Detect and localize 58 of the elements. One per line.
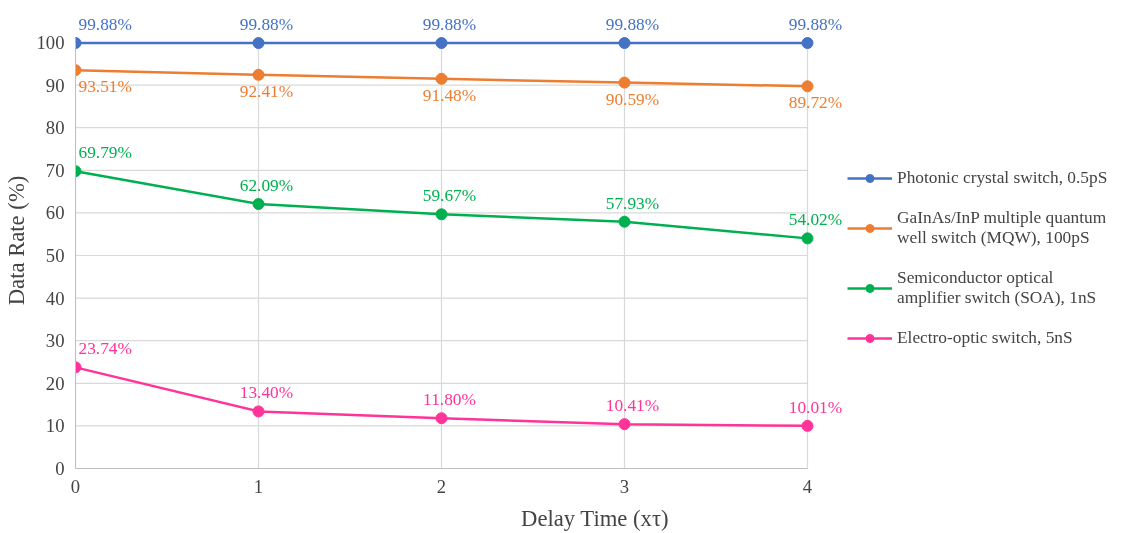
x-tick-label: 0 bbox=[70, 475, 81, 497]
point bbox=[618, 76, 631, 89]
point bbox=[252, 198, 265, 210]
x-tick-label: 2 bbox=[436, 475, 447, 497]
point bbox=[435, 37, 448, 49]
data-label: 62.09% bbox=[239, 176, 294, 195]
legend-label: Electro-optic switch, 5nS bbox=[897, 328, 1073, 348]
legend-label: Photonic crystal switch, 0.5pS bbox=[897, 168, 1108, 188]
data-label: 10.01% bbox=[788, 397, 843, 417]
data-label: 93.51% bbox=[78, 77, 132, 97]
point bbox=[801, 37, 814, 49]
data-label: 23.74% bbox=[78, 339, 132, 359]
data-label: 13.40% bbox=[239, 383, 294, 403]
data-label: 10.41% bbox=[605, 396, 660, 416]
y-tick-label: 10 bbox=[45, 415, 65, 437]
y-tick-label: 20 bbox=[45, 372, 65, 394]
data-label: 57.93% bbox=[605, 193, 660, 213]
y-tick-label: 60 bbox=[45, 202, 65, 224]
data-label: 99.88% bbox=[422, 15, 477, 35]
data-label: 89.72% bbox=[788, 93, 843, 113]
x-tick-label: 3 bbox=[619, 475, 630, 497]
data-label: 91.48% bbox=[422, 85, 477, 105]
data-label: 54.02% bbox=[788, 210, 843, 230]
y-tick-label: 90 bbox=[45, 74, 65, 96]
data-label: 69.79% bbox=[78, 143, 132, 163]
point bbox=[435, 412, 448, 425]
data-label: 59.67% bbox=[422, 186, 477, 206]
y-tick-label: 50 bbox=[45, 245, 65, 266]
x-axis-title: Delay Time (xτ) bbox=[521, 505, 669, 531]
data-label: 11.80% bbox=[423, 390, 476, 410]
point bbox=[618, 37, 631, 49]
legend-label: Semiconductor optical amplifier switch (SOA), 1nS bbox=[897, 268, 1097, 308]
data-label: 99.88% bbox=[788, 15, 843, 35]
x-tick-label: 1 bbox=[253, 475, 264, 497]
point bbox=[252, 405, 265, 418]
point bbox=[801, 232, 814, 245]
point bbox=[618, 418, 631, 431]
data-label: 90.59% bbox=[605, 89, 660, 109]
y-tick-label: 100 bbox=[36, 32, 65, 53]
legend-label: GaInAs/InP multiple quantum well switch (MQW), 100pS bbox=[897, 208, 1107, 248]
point bbox=[252, 68, 265, 81]
data-label: 99.88% bbox=[239, 15, 294, 35]
y-tick-label: 80 bbox=[45, 117, 65, 139]
y-tick-label: 70 bbox=[45, 159, 65, 181]
y-axis-title: Data Rate (%) bbox=[3, 175, 29, 306]
point bbox=[435, 208, 448, 221]
point bbox=[435, 72, 448, 85]
data-label: 99.88% bbox=[78, 15, 132, 35]
point bbox=[801, 80, 814, 93]
data-label: 99.88% bbox=[605, 15, 660, 35]
y-tick-label: 40 bbox=[45, 287, 65, 309]
y-tick-label: 30 bbox=[45, 330, 65, 352]
y-tick-label: 0 bbox=[55, 458, 65, 479]
point bbox=[801, 419, 814, 432]
data-label: 92.41% bbox=[239, 81, 294, 101]
point bbox=[618, 215, 631, 228]
x-tick-label: 4 bbox=[802, 475, 813, 497]
point bbox=[252, 37, 265, 49]
